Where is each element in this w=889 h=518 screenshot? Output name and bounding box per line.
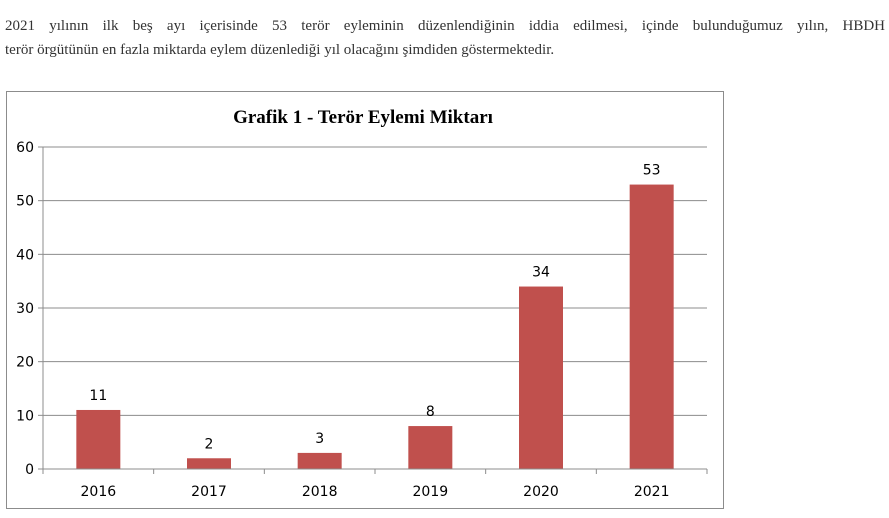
data-label-2020: 34 [532,265,550,281]
bar-2021 [629,184,674,470]
bar-2017 [187,458,231,469]
data-label-2017: 2 [205,436,214,452]
x-tick-label-2017: 2017 [191,484,227,500]
bar-2016 [76,409,121,469]
y-tick-label: 40 [16,247,34,263]
data-label-2019: 8 [426,404,435,420]
y-tick-label: 10 [16,408,34,424]
x-tick-label-2019: 2019 [413,484,449,500]
y-tick-label: 50 [16,194,34,210]
x-tick-label-2018: 2018 [302,484,338,500]
y-tick-label: 20 [16,355,34,371]
x-tick-label-2020: 2020 [523,484,559,500]
y-tick-label: 60 [16,140,34,156]
paragraph-line-1: 2021 yılının ilk beş ayı içerisinde 53 t… [5,18,885,34]
y-tick-label: 30 [16,301,34,317]
x-tick-label-2021: 2021 [634,484,670,500]
bar-2018 [297,452,342,469]
y-tick-label: 0 [25,462,34,478]
intro-paragraph: 2021 yılının ilk beş ayı içerisinde 53 t… [5,14,885,62]
x-axis-ticks: 2016 2017 2018 2019 2020 2021 [42,469,708,500]
bar-2020 [519,286,563,469]
y-axis-ticks: 0 10 20 30 40 50 60 [16,140,34,478]
chart-title: Grafik 1 - Terör Eylemi Miktarı [233,107,493,128]
paragraph-line-2: terör örgütünün en fazla miktarda eylem … [5,42,555,58]
bars [76,184,674,470]
chart-frame [6,91,724,509]
bar-2019 [408,426,453,469]
data-label-2016: 11 [89,388,107,404]
grid-lines [38,146,707,470]
data-labels: 11 2 3 8 34 53 [89,163,660,453]
x-tick-label-2016: 2016 [81,484,117,500]
data-label-2021: 53 [643,163,661,179]
data-label-2018: 3 [315,431,324,447]
